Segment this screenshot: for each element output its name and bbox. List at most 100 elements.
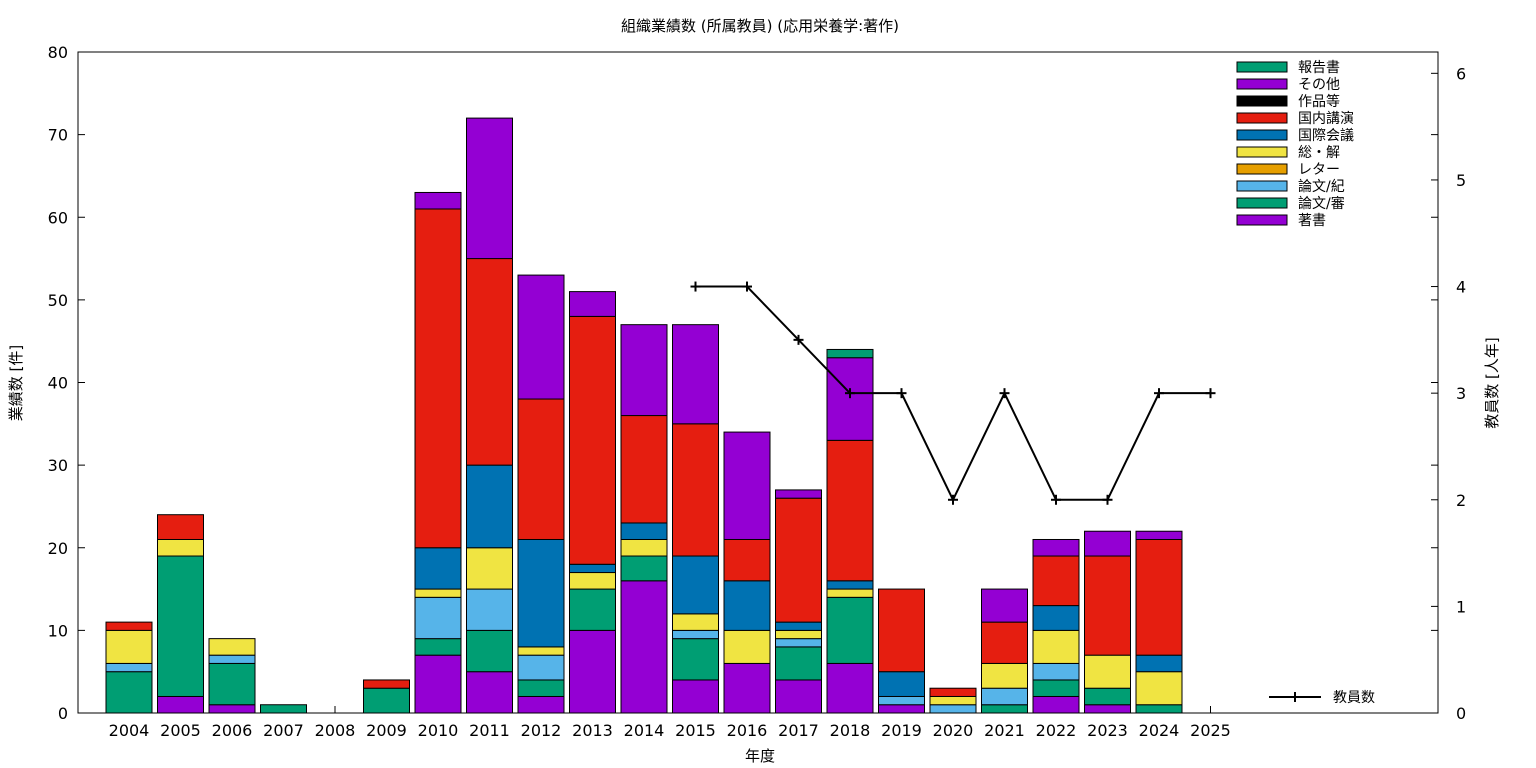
legend-swatch xyxy=(1236,95,1288,107)
legend-swatch xyxy=(1236,112,1288,124)
bar-segment xyxy=(517,538,565,648)
faculty-count-line xyxy=(690,281,1216,505)
bar-segment xyxy=(775,638,822,648)
bar-segment xyxy=(466,629,513,673)
y2-tick-label: 3 xyxy=(1456,384,1466,403)
bar-segment xyxy=(981,662,1028,689)
bar-segment xyxy=(105,662,153,673)
bar-segment xyxy=(1135,654,1183,673)
bar-segment xyxy=(569,629,616,714)
bar-segment xyxy=(569,563,616,574)
bar-segment xyxy=(672,324,719,425)
bar-segment xyxy=(1135,530,1183,540)
x-tick-label: 2007 xyxy=(263,721,304,740)
y-tick-label: 80 xyxy=(48,43,68,62)
faculty-line-path xyxy=(695,285,1211,503)
x-tick-label: 2019 xyxy=(881,721,922,740)
legend-label: レター xyxy=(1298,162,1340,178)
bar-segment xyxy=(723,629,771,664)
x-axis-title: 年度 xyxy=(745,747,775,765)
bar-segment xyxy=(723,538,771,582)
bar-segment xyxy=(620,580,668,714)
bar-segment xyxy=(981,704,1028,714)
bar-segment xyxy=(775,629,822,640)
y-axis-title: 業績数 [件] xyxy=(7,345,25,421)
bar-segment xyxy=(672,555,719,615)
bar-segment xyxy=(363,679,410,689)
bar-segment xyxy=(878,704,925,714)
bar-segment xyxy=(826,596,874,664)
bar-segment xyxy=(672,613,719,631)
bar-segment xyxy=(517,679,565,697)
bar-segment xyxy=(1032,538,1080,557)
bar-segment xyxy=(981,687,1028,706)
legend-label: その他 xyxy=(1298,77,1340,93)
y-tick-label: 70 xyxy=(48,126,68,145)
bar-segment xyxy=(1032,695,1080,714)
axes: 0 10 20 30 40 50 60 70 80 0 1 2 3 4 5 6 2004 2005 2006 2007… xyxy=(48,43,1467,740)
legend-swatch xyxy=(1236,61,1288,73)
y2-tick-label: 4 xyxy=(1456,278,1466,297)
bar-segment xyxy=(620,324,668,417)
bar-segment xyxy=(775,497,822,623)
bar-segment xyxy=(878,671,925,697)
bar-segment xyxy=(1084,654,1131,689)
x-tick-label: 2012 xyxy=(521,721,562,740)
bar-segment xyxy=(157,695,204,714)
legend-label: 国内講演 xyxy=(1298,111,1354,127)
bar-segment xyxy=(981,621,1028,664)
bar-segment xyxy=(466,588,513,631)
bar-segment xyxy=(414,638,462,656)
bar-segment xyxy=(414,588,462,598)
y-tick-label: 50 xyxy=(48,291,68,310)
x-tick-label: 2013 xyxy=(572,721,613,740)
bar-segment xyxy=(517,695,565,714)
bar-segment xyxy=(1032,555,1080,607)
bar-segment xyxy=(1135,538,1183,656)
x-tick-label: 2010 xyxy=(418,721,459,740)
legend-swatch xyxy=(1236,78,1288,90)
bar-segment xyxy=(208,638,256,656)
bar-segment xyxy=(208,704,256,714)
bar-segment xyxy=(517,654,565,681)
legend-swatch xyxy=(1236,180,1288,192)
bar-segment xyxy=(569,572,616,590)
bar-segment xyxy=(414,654,462,714)
bar-segment xyxy=(569,291,616,317)
bar-segment xyxy=(672,679,719,714)
y2-tick-label: 2 xyxy=(1456,491,1466,510)
bar-segment xyxy=(1032,605,1080,631)
bar-segment xyxy=(672,638,719,681)
bar-segment xyxy=(157,555,204,697)
bar-segment xyxy=(208,654,256,664)
y-tick-label: 20 xyxy=(48,539,68,558)
bar-segment xyxy=(775,646,822,681)
bar-segment xyxy=(775,679,822,714)
y2-tick-label: 1 xyxy=(1456,597,1466,616)
legend-swatch xyxy=(1236,129,1288,141)
y-tick-label: 60 xyxy=(48,208,68,227)
bar-segment xyxy=(929,687,977,697)
legend-label: 論文/審 xyxy=(1298,196,1345,212)
bar-segment xyxy=(466,464,513,549)
bar-segment xyxy=(775,621,822,631)
bar-segment xyxy=(620,538,668,557)
bar-segment xyxy=(826,662,874,714)
chart-title: 組織業績数 (所属教員) (応用栄養学:著作) xyxy=(621,17,899,35)
bar-segment xyxy=(414,191,462,210)
x-tick-label: 2022 xyxy=(1036,721,1077,740)
bar-segment xyxy=(620,555,668,582)
legend-label: 報告書 xyxy=(1298,60,1340,76)
legend-swatch xyxy=(1236,197,1288,209)
y2-tick-label: 5 xyxy=(1456,171,1466,190)
bar-segment xyxy=(878,588,925,673)
bar-segment xyxy=(826,348,874,359)
bar-segment xyxy=(466,547,513,590)
bar-segment xyxy=(1032,662,1080,681)
bar-segment xyxy=(105,629,153,664)
bar-segment xyxy=(672,629,719,640)
y-tick-label: 40 xyxy=(48,374,68,393)
x-tick-label: 2015 xyxy=(675,721,716,740)
x-tick-label: 2024 xyxy=(1139,721,1180,740)
x-tick-label: 2006 xyxy=(212,721,253,740)
